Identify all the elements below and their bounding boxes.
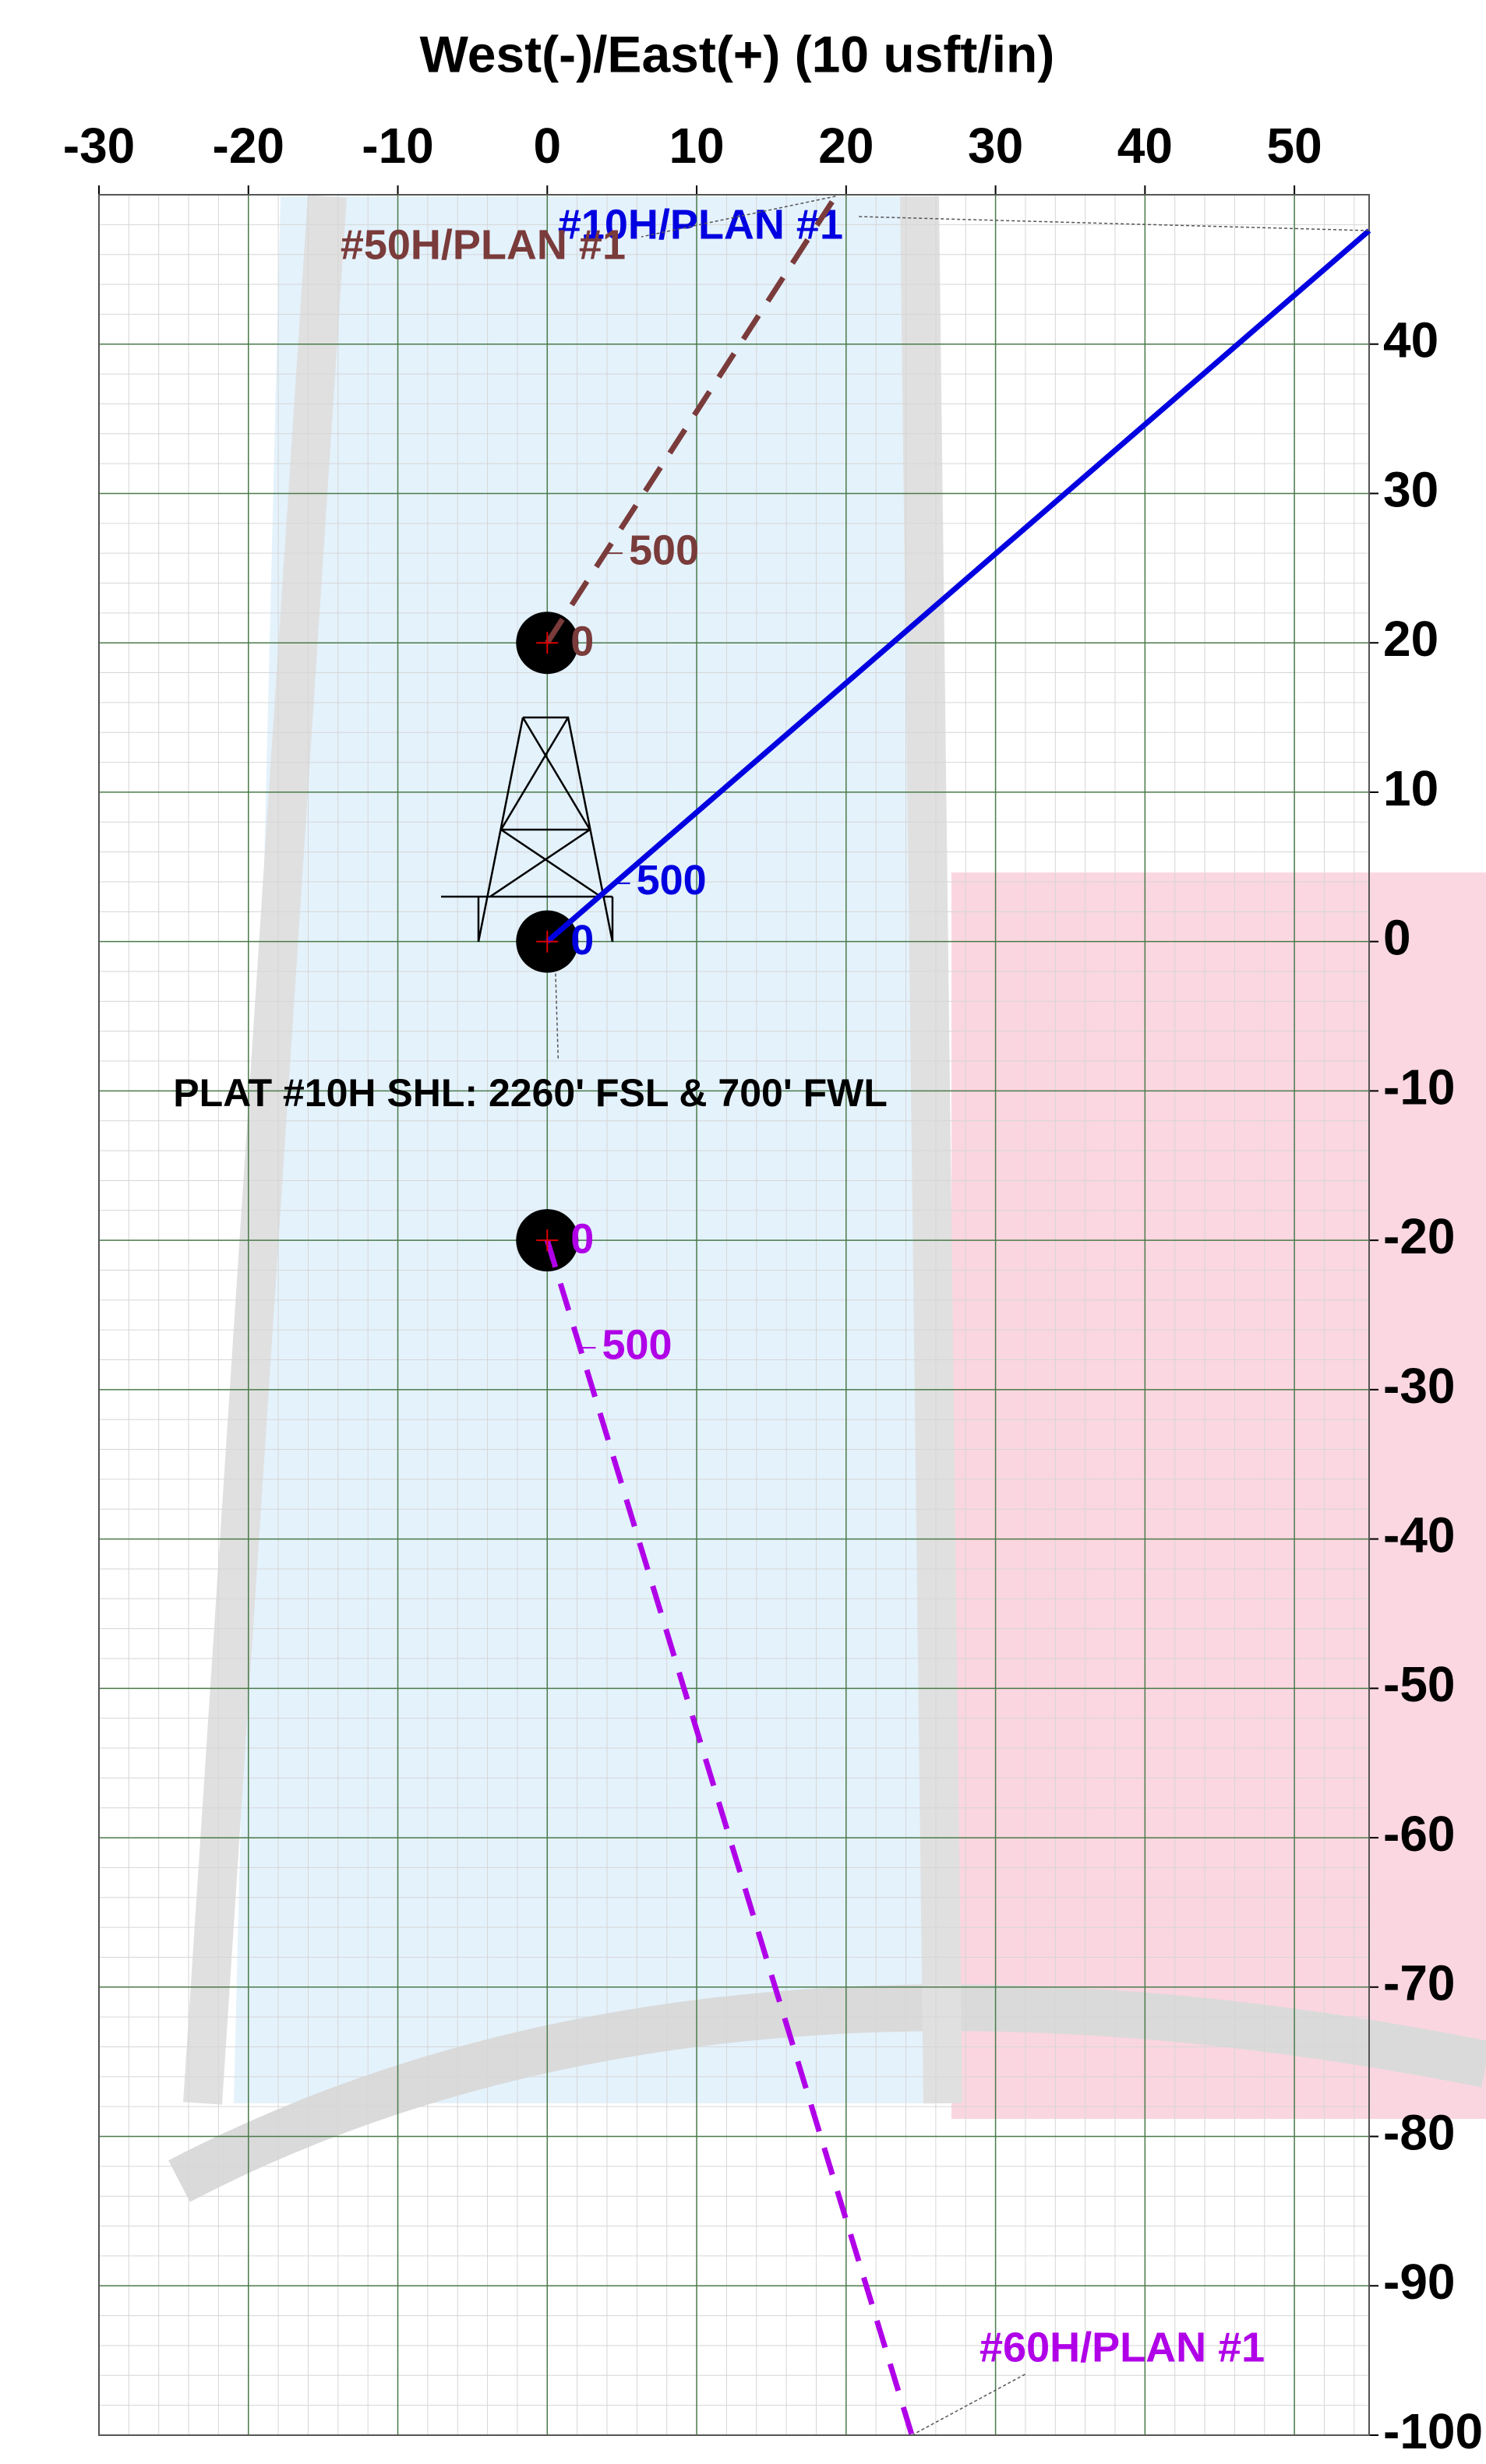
plot-frame: [98, 194, 1370, 2436]
background-shape: [234, 196, 958, 2103]
name-leader: [858, 216, 1370, 231]
x-tick-label: 0: [533, 118, 561, 174]
x-tick-label: 20: [818, 118, 874, 174]
y-tick-label: -50: [1383, 1656, 1456, 1712]
background-shape: [951, 872, 1486, 2119]
chart-title: West(-)/East(+) (10 usft/in): [420, 25, 1055, 83]
y-tick-label: -60: [1383, 1806, 1456, 1862]
legend-label: #50H/PLAN #1: [341, 221, 626, 268]
rig-icon: [441, 716, 614, 943]
x-tick-label: 50: [1267, 118, 1322, 174]
rig-lines: [441, 716, 614, 943]
y-tick-label: -100: [1383, 2403, 1483, 2459]
x-tick-label: -20: [213, 118, 285, 174]
legend-label: #60H/PLAN #1: [979, 2324, 1265, 2371]
well-path: [544, 1239, 915, 2437]
y-tick-label: -30: [1383, 1358, 1456, 1414]
y-tick-label: 20: [1383, 611, 1438, 667]
depth-label: 500: [602, 1321, 672, 1368]
x-tick-label: 40: [1117, 118, 1173, 174]
y-tick-label: -10: [1383, 1059, 1456, 1115]
depth-label: 0: [570, 917, 594, 964]
grid: [98, 194, 1369, 2436]
depth-label: 0: [570, 1215, 594, 1262]
x-tick-label: -30: [63, 118, 136, 174]
depth-label: 500: [629, 527, 699, 573]
x-tick-label: 30: [968, 118, 1023, 174]
depth-label: 500: [637, 857, 707, 904]
depth-label: 0: [570, 618, 594, 664]
y-tick-label: 0: [1383, 910, 1411, 966]
x-tick-label: 10: [669, 118, 724, 174]
well-path: [545, 228, 1371, 944]
y-tick-label: 30: [1383, 461, 1438, 517]
annotation: PLAT #10H SHL: 2260' FSL & 700' FWL: [173, 1071, 888, 1115]
x-tick-label: -10: [362, 118, 434, 174]
name-leader: [911, 2373, 1027, 2436]
background-shape: [168, 1984, 1486, 2202]
y-tick-label: -80: [1383, 2104, 1456, 2160]
background-shape: [183, 195, 962, 2105]
y-tick-label: -40: [1383, 1507, 1456, 1563]
y-tick-label: -20: [1383, 1208, 1456, 1264]
y-tick-label: -90: [1383, 2254, 1456, 2310]
y-tick-label: 40: [1383, 312, 1438, 368]
y-tick-label: -70: [1383, 1955, 1456, 2011]
annotation-leader: [554, 957, 559, 1059]
name-leader: [641, 196, 836, 238]
y-tick-label: 10: [1383, 760, 1438, 816]
